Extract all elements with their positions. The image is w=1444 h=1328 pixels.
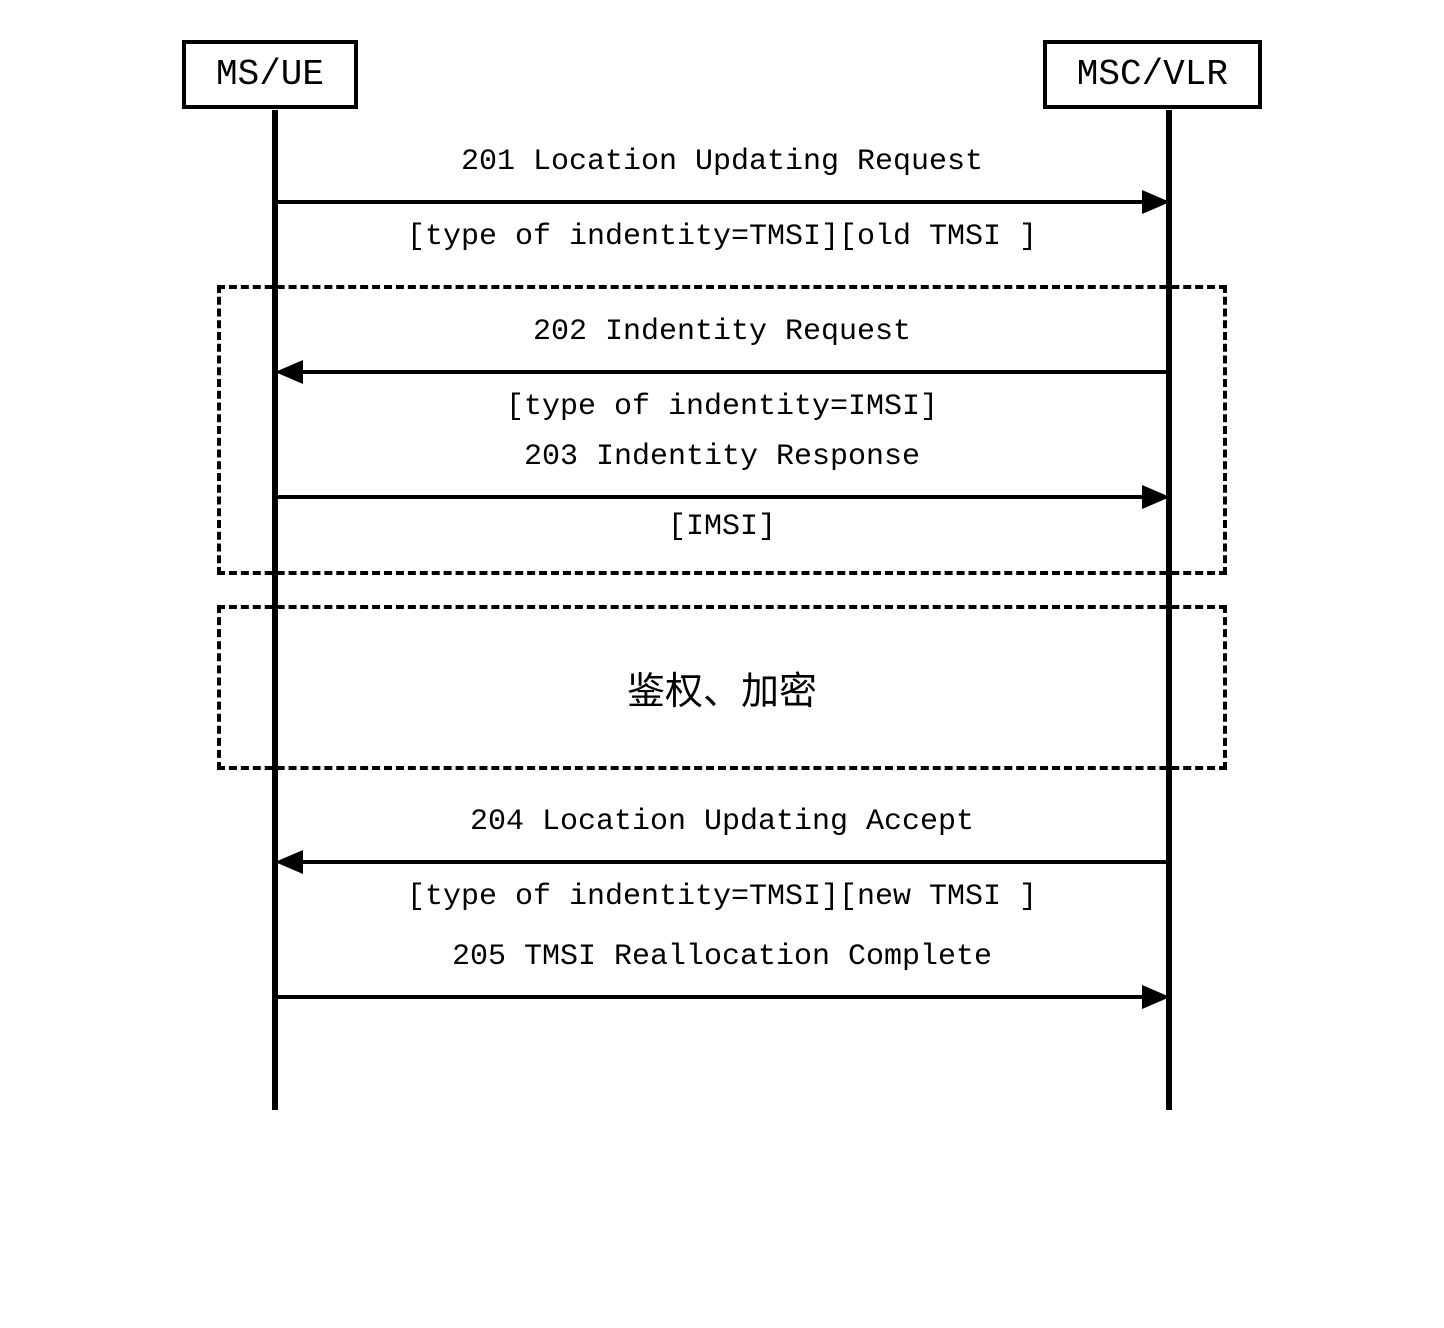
msg-204-label-top: 204 Location Updating Accept [322, 805, 1122, 839]
participant-msc-vlr: MSC/VLR [1043, 40, 1262, 109]
msg-205-arrow [278, 995, 1158, 999]
msg-202-arrowhead [275, 360, 303, 384]
fragment-auth-label: 鉴权、加密 [522, 660, 922, 716]
participant-ms-ue-label: MS/UE [216, 54, 324, 95]
msg-203-arrow [278, 495, 1158, 499]
msg-205-arrowhead [1142, 985, 1170, 1009]
msg-204-label-bottom: [type of indentity=TMSI][new TMSI ] [322, 880, 1122, 914]
msg-202-arrow [287, 370, 1167, 374]
msg-203-label-bottom: [IMSI] [322, 510, 1122, 544]
msg-201-arrowhead [1142, 190, 1170, 214]
msg-203-arrowhead [1142, 485, 1170, 509]
msg-205-label-top: 205 TMSI Reallocation Complete [322, 940, 1122, 974]
msg-202-label-bottom: [type of indentity=IMSI] [322, 390, 1122, 424]
participant-msc-vlr-label: MSC/VLR [1077, 54, 1228, 95]
msg-201-arrow [278, 200, 1158, 204]
msg-204-arrow [287, 860, 1167, 864]
participant-ms-ue: MS/UE [182, 40, 358, 109]
sequence-diagram: MS/UE MSC/VLR 鉴权、加密 201 Location Updatin… [122, 40, 1322, 1240]
msg-202-label-top: 202 Indentity Request [322, 315, 1122, 349]
msg-204-arrowhead [275, 850, 303, 874]
msg-201-label-top: 201 Location Updating Request [322, 145, 1122, 179]
msg-203-label-top: 203 Indentity Response [322, 440, 1122, 474]
msg-201-label-bottom: [type of indentity=TMSI][old TMSI ] [322, 220, 1122, 254]
